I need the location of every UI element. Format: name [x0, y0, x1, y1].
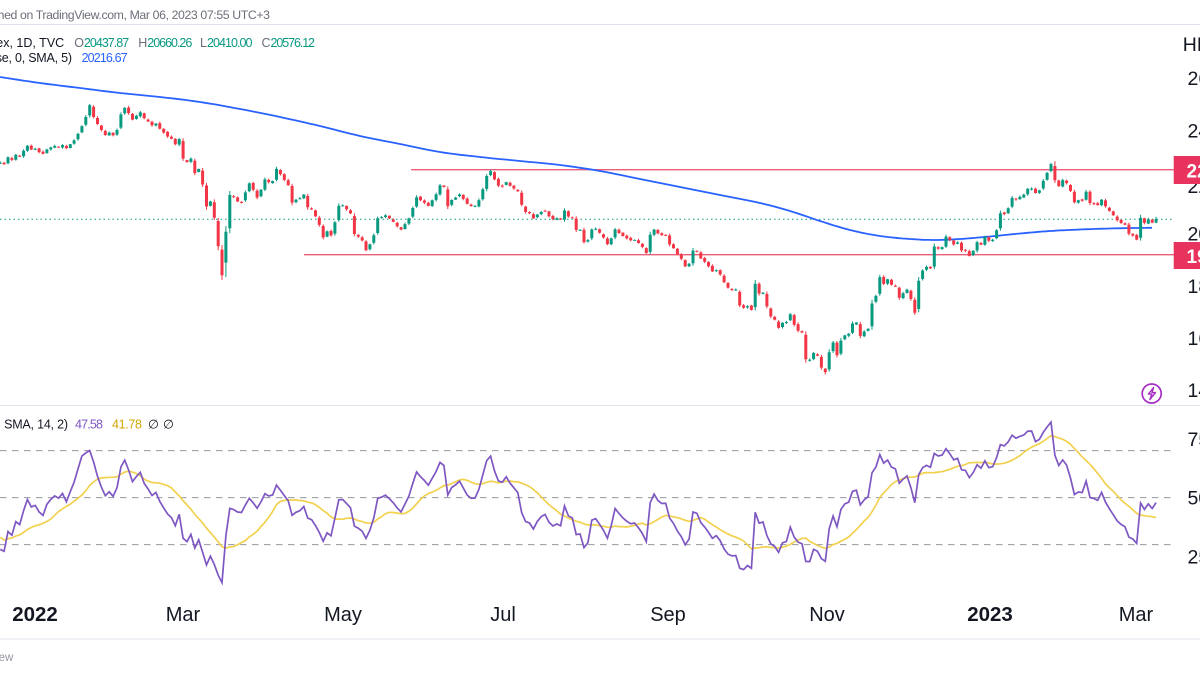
svg-text:Hang Seng Index, 1D, TVC: Hang Seng Index, 1D, TVC [0, 36, 64, 50]
svg-text:47.58: 47.58 [75, 418, 103, 432]
svg-text:∅: ∅ [148, 418, 159, 432]
svg-text:Mar: Mar [166, 604, 201, 626]
svg-text:Nov: Nov [809, 604, 845, 626]
svg-text:MA (200, close, 0, SMA, 5): MA (200, close, 0, SMA, 5) [0, 51, 72, 65]
svg-text:20576.12: 20576.12 [271, 36, 316, 50]
svg-text:HKG: HKG [1183, 34, 1200, 56]
svg-text:Jul: Jul [490, 604, 516, 626]
svg-text:1918: 1918 [1187, 247, 1200, 268]
svg-text:Published on TradingView.com,: Published on TradingView.com, Mar 06, 20… [0, 8, 270, 22]
svg-text:24000: 24000 [1188, 121, 1200, 143]
svg-text:20216.67: 20216.67 [82, 51, 128, 65]
svg-text:14000: 14000 [1188, 380, 1200, 402]
svg-text:2022: 2022 [12, 603, 58, 626]
svg-text:26000: 26000 [1188, 68, 1200, 90]
svg-text:75: 75 [1188, 429, 1200, 451]
svg-text:H: H [138, 36, 147, 50]
svg-text:Sep: Sep [650, 604, 686, 626]
svg-text:2247: 2247 [1187, 162, 1200, 183]
svg-text:2023: 2023 [967, 603, 1013, 626]
svg-text:Mar: Mar [1119, 604, 1154, 626]
svg-text:25: 25 [1188, 546, 1200, 568]
svg-text:C: C [262, 36, 271, 50]
svg-text:16000: 16000 [1188, 328, 1200, 350]
svg-text:20410.00: 20410.00 [207, 36, 253, 50]
svg-text:L: L [200, 36, 207, 50]
svg-text:41.78: 41.78 [112, 418, 142, 432]
svg-text:20437.87: 20437.87 [84, 36, 129, 50]
svg-text:20660.26: 20660.26 [147, 36, 192, 50]
svg-text:RSI (14, close, SMA, 14, 2): RSI (14, close, SMA, 14, 2) [0, 418, 68, 432]
svg-text:20000: 20000 [1188, 224, 1200, 246]
svg-text:18000: 18000 [1188, 276, 1200, 298]
svg-text:50: 50 [1188, 488, 1200, 510]
svg-text:TradingView: TradingView [0, 652, 14, 664]
svg-text:∅: ∅ [163, 418, 174, 432]
svg-text:O: O [74, 36, 84, 50]
svg-text:May: May [324, 604, 362, 626]
